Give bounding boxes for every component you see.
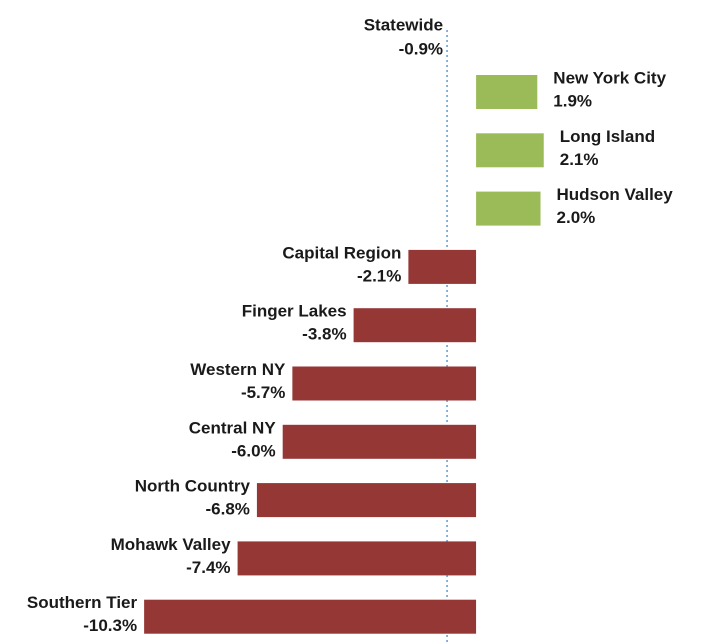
category-label: Western NY [190,360,286,379]
value-label: 1.9% [553,91,592,110]
bar [256,483,477,518]
value-label: -3.8% [302,325,346,344]
value-label: 2.1% [560,150,599,169]
value-label: -10.3% [83,616,137,635]
value-label: -5.7% [241,383,285,402]
category-label: Long Island [560,127,655,146]
category-label: Mohawk Valley [111,535,232,554]
category-label: Finger Lakes [242,302,347,321]
bar [476,191,541,226]
value-label: -6.0% [231,441,275,460]
category-label: Capital Region [282,243,401,262]
bar [476,75,538,109]
bar [237,541,477,576]
category-label: Hudson Valley [557,185,674,204]
bar [292,366,477,401]
value-label: 2.0% [557,208,596,227]
category-label: Central NY [189,418,277,437]
bar [282,424,477,459]
value-label: -6.8% [205,500,249,519]
bar [476,133,544,168]
value-label: -7.4% [186,558,230,577]
reference-name: Statewide [364,15,443,34]
reference-value: -0.9% [399,39,443,58]
bar [144,599,477,634]
bar [353,308,477,343]
bar [408,249,477,284]
value-label: -2.1% [357,266,401,285]
category-label: Southern Tier [27,593,138,612]
category-label: New York City [553,68,666,87]
category-label: North Country [135,477,251,496]
